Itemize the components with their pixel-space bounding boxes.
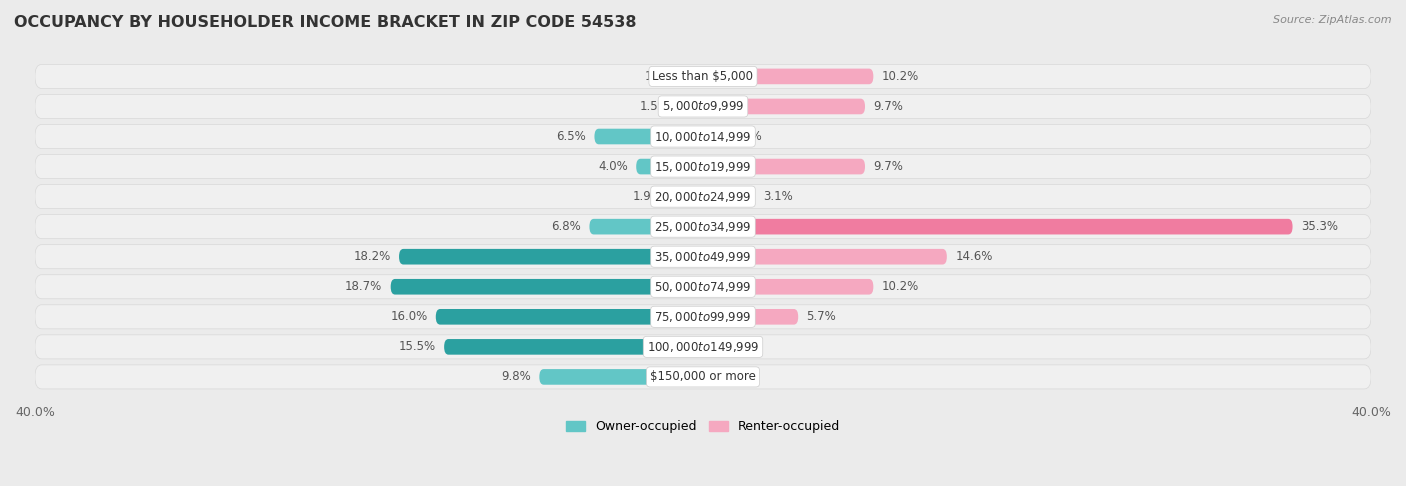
FancyBboxPatch shape	[703, 99, 865, 114]
Text: $35,000 to $49,999: $35,000 to $49,999	[654, 250, 752, 264]
Text: $10,000 to $14,999: $10,000 to $14,999	[654, 129, 752, 143]
FancyBboxPatch shape	[703, 159, 865, 174]
FancyBboxPatch shape	[703, 189, 755, 205]
Text: 6.8%: 6.8%	[551, 220, 581, 233]
FancyBboxPatch shape	[595, 129, 703, 144]
Text: 10.2%: 10.2%	[882, 70, 920, 83]
FancyBboxPatch shape	[444, 339, 703, 355]
FancyBboxPatch shape	[35, 124, 1371, 149]
Text: $25,000 to $34,999: $25,000 to $34,999	[654, 220, 752, 234]
FancyBboxPatch shape	[35, 94, 1371, 119]
FancyBboxPatch shape	[35, 275, 1371, 299]
Text: 6.5%: 6.5%	[557, 130, 586, 143]
FancyBboxPatch shape	[35, 185, 1371, 208]
FancyBboxPatch shape	[35, 365, 1371, 389]
Text: 9.7%: 9.7%	[873, 100, 903, 113]
FancyBboxPatch shape	[35, 215, 1371, 239]
FancyBboxPatch shape	[703, 219, 1292, 234]
FancyBboxPatch shape	[35, 335, 1371, 359]
Text: $75,000 to $99,999: $75,000 to $99,999	[654, 310, 752, 324]
FancyBboxPatch shape	[703, 69, 873, 84]
Text: 1.5%: 1.5%	[640, 100, 669, 113]
FancyBboxPatch shape	[35, 305, 1371, 329]
FancyBboxPatch shape	[589, 219, 703, 234]
Text: 1.3%: 1.3%	[733, 130, 763, 143]
FancyBboxPatch shape	[703, 129, 724, 144]
FancyBboxPatch shape	[540, 369, 703, 385]
FancyBboxPatch shape	[671, 189, 703, 205]
FancyBboxPatch shape	[703, 249, 946, 264]
FancyBboxPatch shape	[436, 309, 703, 325]
Text: 0.0%: 0.0%	[711, 370, 741, 383]
FancyBboxPatch shape	[391, 279, 703, 295]
Text: $100,000 to $149,999: $100,000 to $149,999	[647, 340, 759, 354]
Text: 14.6%: 14.6%	[955, 250, 993, 263]
FancyBboxPatch shape	[683, 69, 703, 84]
Text: 9.8%: 9.8%	[501, 370, 531, 383]
FancyBboxPatch shape	[678, 99, 703, 114]
Text: 16.0%: 16.0%	[391, 310, 427, 323]
Text: 5.7%: 5.7%	[807, 310, 837, 323]
Text: 18.7%: 18.7%	[344, 280, 382, 293]
Text: Source: ZipAtlas.com: Source: ZipAtlas.com	[1274, 15, 1392, 25]
Text: Less than $5,000: Less than $5,000	[652, 70, 754, 83]
FancyBboxPatch shape	[35, 244, 1371, 269]
Text: OCCUPANCY BY HOUSEHOLDER INCOME BRACKET IN ZIP CODE 54538: OCCUPANCY BY HOUSEHOLDER INCOME BRACKET …	[14, 15, 637, 30]
FancyBboxPatch shape	[399, 249, 703, 264]
Text: 18.2%: 18.2%	[353, 250, 391, 263]
Text: 0.26%: 0.26%	[716, 340, 754, 353]
Text: 10.2%: 10.2%	[882, 280, 920, 293]
FancyBboxPatch shape	[35, 155, 1371, 178]
FancyBboxPatch shape	[35, 65, 1371, 88]
Text: 4.0%: 4.0%	[598, 160, 628, 173]
Legend: Owner-occupied, Renter-occupied: Owner-occupied, Renter-occupied	[561, 415, 845, 438]
Text: 1.2%: 1.2%	[645, 70, 675, 83]
Text: 3.1%: 3.1%	[763, 190, 793, 203]
Text: 15.5%: 15.5%	[399, 340, 436, 353]
FancyBboxPatch shape	[703, 309, 799, 325]
FancyBboxPatch shape	[636, 159, 703, 174]
FancyBboxPatch shape	[703, 279, 873, 295]
Text: $150,000 or more: $150,000 or more	[650, 370, 756, 383]
Text: $5,000 to $9,999: $5,000 to $9,999	[662, 100, 744, 113]
FancyBboxPatch shape	[703, 339, 707, 355]
Text: $50,000 to $74,999: $50,000 to $74,999	[654, 280, 752, 294]
Text: 35.3%: 35.3%	[1301, 220, 1339, 233]
Text: $20,000 to $24,999: $20,000 to $24,999	[654, 190, 752, 204]
Text: 9.7%: 9.7%	[873, 160, 903, 173]
Text: $15,000 to $19,999: $15,000 to $19,999	[654, 159, 752, 174]
Text: 1.9%: 1.9%	[633, 190, 662, 203]
